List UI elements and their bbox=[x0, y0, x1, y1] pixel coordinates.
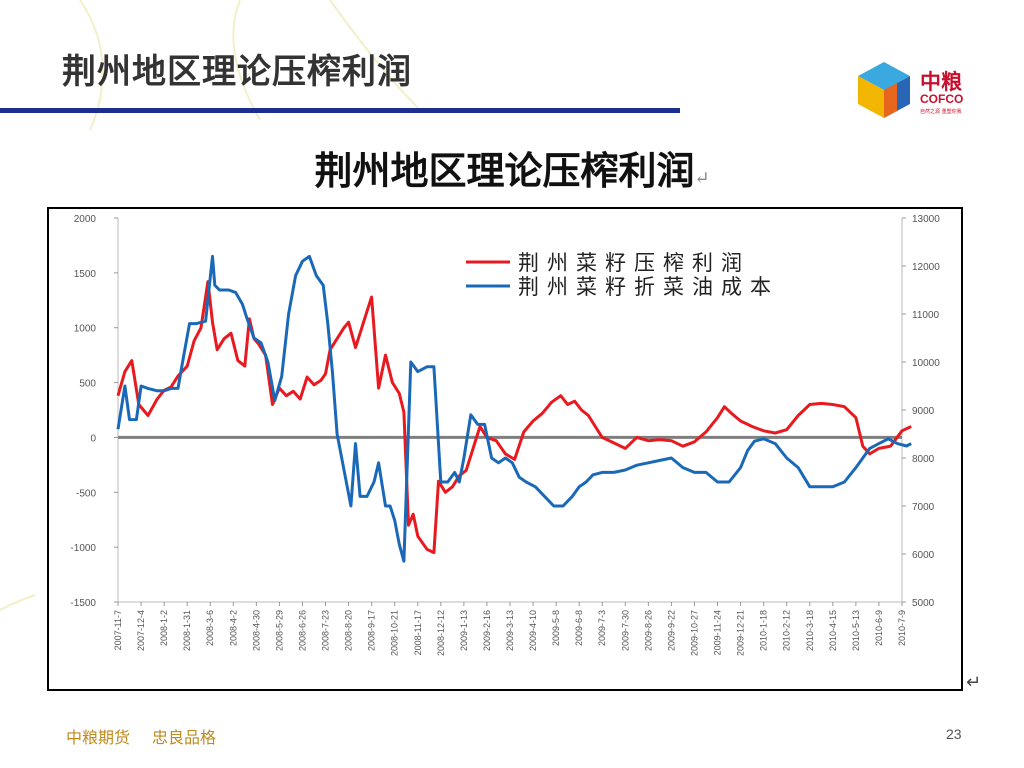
x-tick-label: 2008-8-20 bbox=[344, 610, 354, 651]
y-right-tick-label: 8000 bbox=[912, 454, 935, 465]
x-tick-label: 2008-1-31 bbox=[182, 610, 192, 651]
y-left-tick-label: 1000 bbox=[74, 324, 97, 335]
paragraph-mark-icon: ↵ bbox=[966, 672, 982, 693]
x-tick-label: 2009-6-8 bbox=[574, 610, 584, 646]
series-crush-profit-line bbox=[116, 280, 912, 555]
footer-company: 中粮期货 bbox=[66, 728, 131, 747]
title-rule bbox=[0, 108, 680, 113]
series-oil-cost-line bbox=[116, 254, 912, 563]
logo-face-accent bbox=[884, 83, 897, 118]
x-tick-label: 2009-9-22 bbox=[666, 610, 676, 651]
y-right-tick-label: 5000 bbox=[912, 598, 935, 609]
y-left-tick-label: 1500 bbox=[74, 269, 97, 280]
y-left-tick-label: 500 bbox=[79, 379, 96, 390]
x-tick-label: 2008-1-2 bbox=[159, 610, 169, 646]
logo-tagline: 自然之源 重塑你我 bbox=[920, 109, 962, 115]
x-tick-label: 2009-4-10 bbox=[528, 610, 538, 651]
y-left-tick-label: -1500 bbox=[70, 598, 96, 609]
y-right-tick-label: 10000 bbox=[912, 358, 940, 369]
y-right-tick-label: 12000 bbox=[912, 262, 940, 273]
paragraph-mark-icon: ↵ bbox=[694, 168, 710, 189]
y-right-tick-label: 6000 bbox=[912, 550, 935, 561]
logo-face-left bbox=[858, 76, 884, 118]
x-tick-label: 2010-1-18 bbox=[759, 610, 769, 651]
y-left-tick-label: 0 bbox=[90, 433, 96, 444]
y-right-tick-label: 13000 bbox=[912, 214, 940, 225]
cofco-logo: 中粮 COFCO 自然之源 重塑你我 bbox=[852, 58, 977, 122]
x-tick-label: 2009-3-13 bbox=[505, 610, 515, 651]
x-tick-label: 2009-2-16 bbox=[482, 610, 492, 651]
x-tick-label: 2009-1-13 bbox=[459, 610, 469, 651]
legend-label: 荆州菜籽压榨利润 bbox=[518, 251, 750, 275]
cofco-cube-icon bbox=[858, 62, 910, 118]
y-right-tick-label: 9000 bbox=[912, 406, 935, 417]
x-tick-label: 2008-3-6 bbox=[205, 610, 215, 646]
y-left-tick-label: -1000 bbox=[70, 543, 96, 554]
x-tick-label: 2010-3-18 bbox=[805, 610, 815, 651]
x-tick-label: 2007-12-4 bbox=[136, 610, 146, 651]
x-tick-label: 2008-4-30 bbox=[251, 610, 261, 651]
x-tick-label: 2009-8-26 bbox=[643, 610, 653, 651]
x-tick-label: 2008-9-17 bbox=[367, 610, 377, 651]
y-left-tick-label: 2000 bbox=[74, 214, 97, 225]
x-tick-label: 2009-7-30 bbox=[620, 610, 630, 651]
x-tick-label: 2010-7-9 bbox=[897, 610, 907, 646]
x-tick-label: 2008-5-29 bbox=[274, 610, 284, 651]
x-tick-label: 2009-11-24 bbox=[713, 610, 723, 655]
x-tick-label: 2009-7-3 bbox=[597, 610, 607, 646]
chart-axes: 2000150010005000-500-1000-15001300012000… bbox=[70, 214, 940, 656]
x-tick-label: 2008-11-17 bbox=[413, 610, 423, 655]
footer-motto: 忠良品格 bbox=[152, 728, 217, 747]
x-tick-label: 2008-7-23 bbox=[321, 610, 331, 651]
slide-title: 荆州地区理论压榨利润 bbox=[62, 52, 412, 92]
x-tick-label: 2010-2-12 bbox=[782, 610, 792, 651]
y-right-tick-label: 11000 bbox=[912, 310, 940, 321]
x-tick-label: 2009-10-27 bbox=[689, 610, 699, 656]
x-tick-label: 2008-12-12 bbox=[436, 610, 446, 656]
x-tick-label: 2007-11-7 bbox=[113, 610, 123, 650]
x-tick-label: 2009-5-8 bbox=[551, 610, 561, 646]
footer-slogan: 中粮期货 忠良品格 bbox=[66, 724, 216, 748]
chart-frame bbox=[47, 207, 963, 691]
x-tick-label: 2008-10-21 bbox=[390, 610, 400, 656]
chart-title-text: 荆州地区理论压榨利润 bbox=[314, 148, 695, 193]
chart-series bbox=[116, 254, 912, 563]
x-tick-label: 2010-5-13 bbox=[851, 610, 861, 651]
page-number: 23 bbox=[946, 726, 962, 742]
y-right-tick-label: 7000 bbox=[912, 502, 935, 513]
legend-label: 荆州菜籽折菜油成本 bbox=[518, 275, 779, 299]
x-tick-label: 2008-6-26 bbox=[297, 610, 307, 651]
y-left-tick-label: -500 bbox=[76, 488, 96, 499]
logo-name-cn: 中粮 bbox=[920, 70, 962, 94]
chart-title: 荆州地区理论压榨利润↵ bbox=[0, 140, 1024, 195]
x-tick-label: 2010-6-9 bbox=[874, 610, 884, 646]
x-tick-label: 2010-4-15 bbox=[828, 610, 838, 651]
x-tick-label: 2009-12-21 bbox=[736, 610, 746, 656]
x-tick-label: 2008-4-2 bbox=[228, 610, 238, 646]
logo-name-en: COFCO bbox=[920, 92, 964, 106]
profit-cost-line-chart: 2000150010005000-500-1000-15001300012000… bbox=[47, 207, 963, 691]
